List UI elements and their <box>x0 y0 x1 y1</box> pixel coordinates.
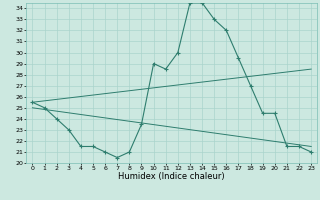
X-axis label: Humidex (Indice chaleur): Humidex (Indice chaleur) <box>118 172 225 181</box>
